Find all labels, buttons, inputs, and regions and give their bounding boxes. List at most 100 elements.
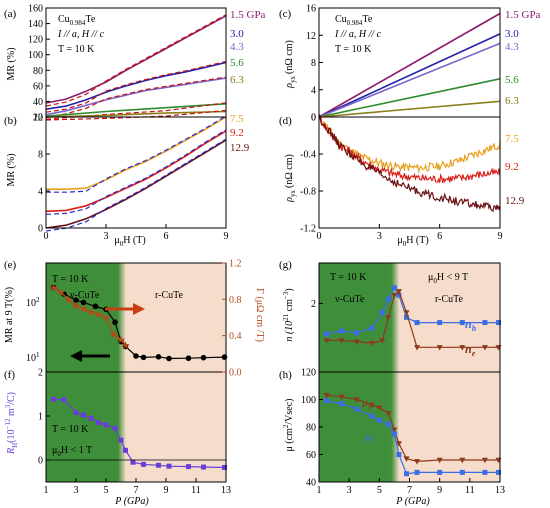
x-tick-label: 11 <box>465 485 475 496</box>
arrow-left-black <box>70 350 110 362</box>
data-point <box>379 338 386 344</box>
y-tick-label: -0.8 <box>300 187 316 198</box>
field-label-f: μ0H < 1 T <box>52 445 92 458</box>
series-line <box>326 400 499 475</box>
region-transition <box>396 263 399 372</box>
series-line <box>326 394 499 463</box>
series-end-label: 5.6 <box>230 57 244 69</box>
data-point <box>80 299 87 306</box>
x-tick-label: 5 <box>377 485 382 496</box>
x-tick-label: 7 <box>407 485 412 496</box>
xlabel-f: P (GPa) <box>114 496 149 507</box>
temperature-label-a: T = 10 K <box>58 44 95 55</box>
xlabel-h: P (GPa) <box>395 496 430 507</box>
field-label-g: μ0H < 9 T <box>428 272 468 285</box>
y-tick-label: 60 <box>33 81 43 92</box>
panel-label-a: (a) <box>4 8 17 20</box>
x-tick-label: 13 <box>221 485 231 496</box>
r-cute-region <box>125 263 226 372</box>
region-transition <box>394 263 397 372</box>
data-point <box>403 314 409 320</box>
y-tick-label: 8 <box>38 150 43 161</box>
region-transition <box>124 372 126 482</box>
y-tick-label: 2 <box>38 368 43 379</box>
region-transition <box>123 263 125 372</box>
y-tick-label: 12 <box>306 31 316 42</box>
data-point: ★ <box>94 309 104 321</box>
r-cute-region <box>125 372 226 482</box>
data-point: ★ <box>116 334 126 346</box>
series-line <box>319 115 501 213</box>
series-line <box>45 103 227 117</box>
data-point <box>166 355 172 362</box>
data-point: ★ <box>64 294 74 306</box>
data-point <box>495 320 501 326</box>
vcute-label-e: ν-CuTe <box>70 290 100 301</box>
region-transition <box>117 263 119 372</box>
region-transition <box>118 263 120 372</box>
data-point <box>376 405 383 411</box>
data-point: ★ <box>79 303 89 315</box>
series-end-label: 3.0 <box>230 28 244 40</box>
x-tick-label: 7 <box>134 485 139 496</box>
series-line <box>318 114 501 174</box>
data-point <box>338 394 345 400</box>
axes-frame <box>318 116 501 229</box>
data-point <box>140 354 147 361</box>
data-point <box>156 462 161 468</box>
x-tick-label: 0 <box>317 231 322 242</box>
data-point <box>112 425 118 431</box>
x-tick-label: 1 <box>44 485 49 496</box>
y-tick-label: 4 <box>38 187 43 198</box>
y-tick-label: 2 <box>311 299 316 310</box>
series-end-label: 7.5 <box>505 133 519 145</box>
region-transition <box>397 372 400 482</box>
data-point <box>414 459 421 465</box>
data-point <box>391 427 398 433</box>
panel-label-f: (f) <box>4 369 15 381</box>
tick-e-100: 102 <box>26 296 40 309</box>
data-point <box>324 398 330 404</box>
data-point <box>414 320 420 326</box>
panel-label-g: (g) <box>279 259 292 271</box>
data-point <box>324 331 330 337</box>
data-point <box>123 447 128 453</box>
temperature-label-f: T = 10 K <box>52 424 89 435</box>
series-line <box>53 286 126 346</box>
panel-label-e: (e) <box>4 259 17 271</box>
series-line <box>45 110 227 118</box>
data-point <box>88 415 94 421</box>
data-point <box>186 464 191 470</box>
region-transition <box>121 263 123 372</box>
compound-label-c: Cu0.984Te <box>335 14 373 27</box>
y-tick-label: 160 <box>28 4 43 15</box>
xlabel-b: μ0H (T) <box>114 235 145 248</box>
region-transition <box>391 372 394 482</box>
r-cute-region <box>398 372 500 482</box>
data-point <box>385 421 391 427</box>
series-end-label: 3.0 <box>505 28 519 40</box>
y-tick-label: 40 <box>306 478 316 489</box>
series-line <box>318 42 501 118</box>
data-point <box>339 401 345 407</box>
series-label-nh: nh <box>465 317 477 333</box>
data-point <box>222 464 227 470</box>
series-end-label: 4.3 <box>505 41 519 53</box>
data-point <box>81 412 86 418</box>
data-point <box>338 338 345 344</box>
series-end-label: 4.3 <box>230 41 244 53</box>
data-point <box>118 437 124 443</box>
y-tick-label: 40 <box>33 97 43 108</box>
data-point <box>437 469 443 475</box>
panel-label-h: (h) <box>279 369 292 381</box>
data-point <box>403 471 409 477</box>
data-point <box>368 340 375 347</box>
data-point <box>185 355 192 362</box>
y-tick-label-right: 1.2 <box>229 259 242 270</box>
series-end-label: 1.5 GPa <box>230 9 266 21</box>
x-tick-label: 9 <box>224 231 229 242</box>
data-point <box>459 345 466 351</box>
y-tick-label: 60 <box>306 450 316 461</box>
